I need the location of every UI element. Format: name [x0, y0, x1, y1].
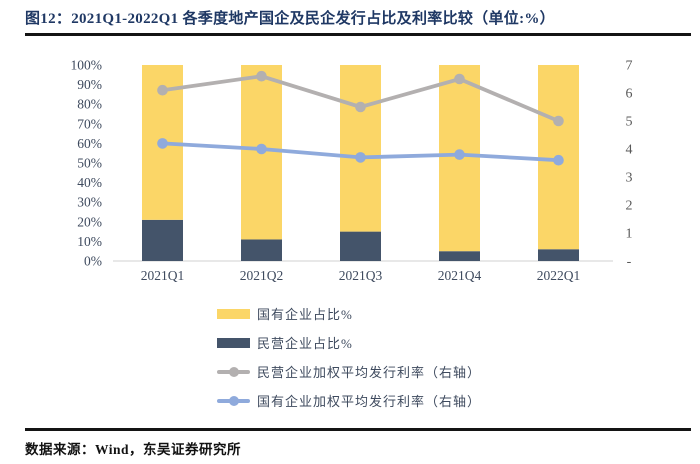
poe-rate-line-swatch: [217, 366, 250, 378]
combo-chart: 0% 10% 20% 30% 40% 50% 60% 70% 80% 90% 100% - 1 2 3 4 5 6…: [71, 58, 633, 284]
left-axis-tick-label: 70%: [77, 116, 102, 131]
left-axis-tick-label: 0%: [84, 254, 102, 269]
right-axis-tick-label: 1: [626, 227, 633, 242]
bar-segment: [241, 239, 282, 261]
legend-label: 民营企业加权平均发行利率（右轴）: [257, 365, 482, 380]
left-axis-tick-label: 50%: [77, 156, 102, 171]
legend-item-poe-share: 民营企业占比%: [217, 328, 481, 357]
legend-label: 国有企业加权平均发行利率（右轴）: [257, 394, 482, 409]
data-point-marker: [355, 101, 366, 113]
right-axis-tick-label: 3: [626, 171, 633, 186]
data-point-marker: [355, 152, 366, 163]
left-axis-tick-label: 100%: [71, 58, 103, 73]
chart-legend: 国有企业占比% 民营企业占比% 民营企业加权平均发行利率（右轴） 国有企业加权平…: [217, 299, 481, 415]
swatch-dot: [228, 395, 239, 406]
left-axis-tick-label: 20%: [77, 214, 102, 229]
data-point-marker: [157, 84, 168, 96]
x-axis-category-label: 2021Q3: [339, 268, 383, 283]
data-point-marker: [256, 70, 267, 82]
data-point-marker: [256, 143, 267, 155]
bar-segment: [142, 219, 183, 261]
left-axis-tick-label: 10%: [77, 234, 102, 249]
data-point-marker: [157, 138, 168, 149]
left-axis-tick-label: 40%: [77, 175, 102, 190]
soe-share-bar-swatch: [217, 308, 250, 319]
right-axis-tick-label: 7: [626, 59, 633, 74]
right-axis-tick-label: -: [627, 255, 632, 270]
left-axis-tick-label: 30%: [77, 195, 102, 210]
data-point-marker: [553, 154, 564, 166]
data-source: 数据来源：Wind，东吴证券研究所: [25, 442, 242, 457]
right-axis-tick-label: 2: [626, 199, 633, 214]
bar-segment: [340, 231, 381, 261]
data-point-marker: [553, 115, 564, 127]
x-axis-category-label: 2022Q1: [537, 268, 581, 283]
x-axis-category-label: 2021Q4: [438, 268, 482, 283]
right-axis-tick-label: 6: [626, 87, 633, 102]
x-axis-category-label: 2021Q1: [141, 268, 185, 283]
x-axis-category-label: 2021Q2: [240, 268, 284, 283]
data-point-marker: [454, 149, 465, 160]
data-point-marker: [454, 73, 465, 85]
right-axis-tick-label: 5: [626, 115, 633, 130]
title-divider: [25, 33, 691, 36]
legend-item-poe-rate-right-axis: 民营企业加权平均发行利率（右轴）: [217, 357, 481, 386]
right-axis-tick-label: 4: [626, 143, 633, 158]
swatch-dot: [228, 366, 239, 377]
figure-title: 图12：2021Q1-2022Q1 各季度地产国企及民企发行占比及利率比较（单位…: [25, 11, 555, 27]
poe-share-bar-swatch: [217, 337, 250, 348]
legend-label: 国有企业占比%: [257, 307, 353, 322]
left-axis-tick-label: 90%: [77, 77, 102, 92]
left-axis-tick-label: 60%: [77, 136, 102, 151]
legend-label: 民营企业占比%: [257, 336, 353, 351]
legend-item-soe-rate-right-axis: 国有企业加权平均发行利率（右轴）: [217, 386, 481, 415]
bar-segment: [538, 249, 579, 261]
left-axis-tick-label: 80%: [77, 97, 102, 112]
bar-segment: [439, 251, 480, 261]
soe-rate-line-swatch: [217, 395, 250, 407]
footer-divider: [25, 428, 691, 431]
legend-item-soe-share: 国有企业占比%: [217, 299, 481, 328]
bar-segment: [340, 65, 381, 232]
